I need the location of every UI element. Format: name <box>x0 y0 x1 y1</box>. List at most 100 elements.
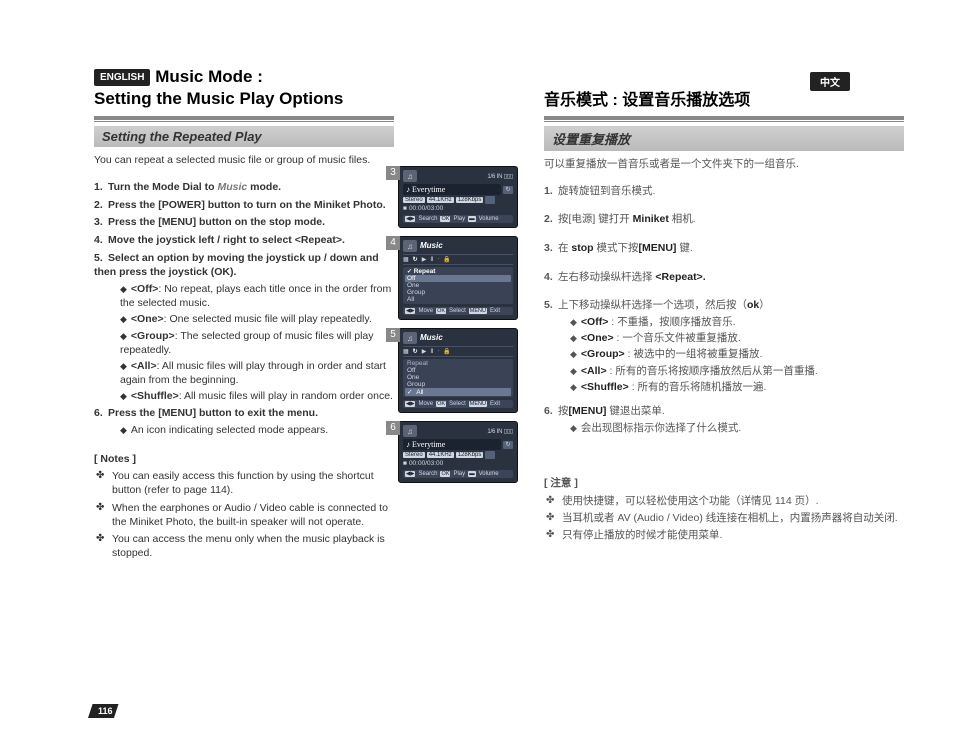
step-text: 键. <box>676 242 692 254</box>
track-name: ♪ Everytime <box>403 439 501 450</box>
step-text: 按[电源] 键打开 <box>558 213 633 225</box>
screenshot-6: 6 ♫1/6 IN ▯▯▯ ♪ Everytime↻ Stereo44.1KHz… <box>398 421 520 483</box>
step-text: 左右移动操纵杆选择 <box>558 271 655 283</box>
step-1: 1.Turn the Mode Dial to Music mode. <box>94 180 394 195</box>
screenshot-5: 5 ♫Music ▦↻▶Ⅱ·🔒 Repeat Off One Group ✓ A… <box>398 328 520 413</box>
step-num: 6. <box>94 406 108 421</box>
notes-cn: 使用快捷键，可以轻松使用这个功能（详情见 114 页）. 当耳机或者 AV (A… <box>544 494 904 543</box>
step-1: 1.旋转旋钮到音乐模式. <box>544 184 904 199</box>
sub-item: <Group>: The selected group of music fil… <box>120 329 394 357</box>
sub-list-6-cn: 会出现图标指示你选择了什么模式. <box>544 421 904 435</box>
stereo-badge: Stereo <box>403 452 425 458</box>
menu-tabs: ▦↻▶Ⅱ·🔒 <box>403 346 513 357</box>
col-screenshots: 3 ♫1/6 IN ▯▯▯ ♪ Everytime↻ Stereo44.1KHz… <box>394 66 524 563</box>
step-text: 按 <box>558 405 569 417</box>
step-3: 3.Press the [MENU] button on the stop mo… <box>94 215 394 230</box>
submenu: Repeat Off One Group All <box>403 267 513 304</box>
menu-title: Music <box>420 333 443 342</box>
step-num: 5. <box>544 298 558 313</box>
screenshot-4: 4 ♫Music ▦↻▶Ⅱ·🔒 Repeat Off One Group All… <box>398 236 520 320</box>
kbps-badge: 128Kbps <box>456 197 484 203</box>
submenu-label: Repeat <box>405 268 511 275</box>
music-icon: ♫ <box>403 425 417 437</box>
side-icon <box>485 196 495 204</box>
columns: ENGLISH Music Mode : Setting the Music P… <box>94 66 904 563</box>
screenshot-3: 3 ♫1/6 IN ▯▯▯ ♪ Everytime↻ Stereo44.1KHz… <box>398 166 520 228</box>
sub-item: <One> : 一个音乐文件被重复播放. <box>570 331 904 345</box>
intro-en: You can repeat a selected music file or … <box>94 153 394 168</box>
stereo-badge: Stereo <box>403 197 425 203</box>
submenu-label: Repeat <box>405 360 511 367</box>
step-text: 键退出菜单. <box>606 405 664 417</box>
note-item: 使用快捷键，可以轻松使用这个功能（详情见 114 页）. <box>544 494 904 508</box>
step-6: 6.Press the [MENU] button to exit the me… <box>94 406 394 437</box>
step-num: 3. <box>544 241 558 256</box>
divider <box>544 116 904 122</box>
sub-list-5: <Off>: No repeat, plays each title once … <box>94 282 394 403</box>
sub-item: <Off> : 不重播，按顺序播放音乐. <box>570 315 904 329</box>
side-icon <box>485 451 495 459</box>
step-text: Turn the Mode Dial to <box>108 181 217 193</box>
sub-list-5-cn: <Off> : 不重播，按顺序播放音乐. <One> : 一个音乐文件被重复播放… <box>544 315 904 394</box>
title-en-line1: Music Mode : <box>155 67 263 86</box>
step-text: 旋转旋钮到音乐模式. <box>558 185 655 197</box>
khz-badge: 44.1KHz <box>427 197 454 203</box>
opt-one: One <box>405 374 511 381</box>
sub-item: <Shuffle>: All music files will play in … <box>120 389 394 403</box>
control-bar: ◀▶Move OKSelect MENUExit <box>403 400 513 408</box>
opt-all: All <box>405 296 511 303</box>
sub-item: <All> : 所有的音乐将按顺序播放然后从第一首重播. <box>570 364 904 378</box>
lang-badge-en: ENGLISH <box>94 69 150 86</box>
step-num: 2. <box>544 212 558 227</box>
opt-off: Off <box>405 367 511 374</box>
device-screen: ♫Music ▦↻▶Ⅱ·🔒 Repeat Off One Group ✓ All… <box>398 328 518 413</box>
step-bold: stop <box>571 242 593 254</box>
step-5: 5.上下移动操纵杆选择一个选项，然后按（ok） <Off> : 不重播，按顺序播… <box>544 298 904 394</box>
step-num: 5. <box>94 251 108 266</box>
opt-group: Group <box>405 381 511 388</box>
step-badge: 3 <box>386 166 400 180</box>
sub-item: <All>: All music files will play through… <box>120 359 394 387</box>
track-name: ♪ Everytime <box>403 184 501 195</box>
step-4: 4.Move the joystick left / right to sele… <box>94 233 394 248</box>
control-bar: ◀▶Move OKSelect MENUExit <box>403 307 513 315</box>
step-2: 2.按[电源] 键打开 Miniket 相机. <box>544 212 904 227</box>
khz-badge: 44.1KHz <box>427 452 454 458</box>
submenu: Repeat Off One Group ✓ All <box>403 359 513 397</box>
step-text: Move the joystick left / right to select… <box>108 234 345 246</box>
repeat-icon: ↻ <box>503 441 513 449</box>
notes-en: You can easily access this function by u… <box>94 469 394 560</box>
step-text: Press the [MENU] button to exit the menu… <box>108 407 318 419</box>
step-badge: 5 <box>386 328 400 342</box>
step-bold: <Repeat>. <box>655 271 705 283</box>
status-top: 1/6 IN ▯▯▯ <box>420 428 513 435</box>
step-num: 4. <box>94 233 108 248</box>
sub-item: <One>: One selected music file will play… <box>120 312 394 326</box>
step-num: 1. <box>94 180 108 195</box>
step-num: 6. <box>544 404 558 419</box>
step-text: 上下移动操纵杆选择一个选项，然后按（ <box>558 299 747 311</box>
device-screen: ♫1/6 IN ▯▯▯ ♪ Everytime↻ Stereo44.1KHz12… <box>398 166 518 228</box>
step-text: 相机. <box>669 213 696 225</box>
note-item: 当耳机或者 AV (Audio / Video) 线连接在相机上，内置扬声器将自… <box>544 511 904 525</box>
col-english: ENGLISH Music Mode : Setting the Music P… <box>94 66 394 563</box>
subheading-cn: 设置重复播放 <box>544 126 904 151</box>
sub-item: <Group> : 被选中的一组将被重复播放. <box>570 347 904 361</box>
step-badge: 4 <box>386 236 400 250</box>
steps-en: 1.Turn the Mode Dial to Music mode. 2.Pr… <box>94 180 394 437</box>
notes-header-cn: [ 注意 ] <box>544 475 904 490</box>
col-chinese: 音乐模式 : 设置音乐播放选项 设置重复播放 可以重复播放一首音乐或者是一个文件… <box>524 66 904 563</box>
opt-all: ✓ All <box>405 388 511 396</box>
kbps-badge: 128Kbps <box>456 452 484 458</box>
title-chinese: 音乐模式 : 设置音乐播放选项 <box>544 86 904 110</box>
step-text: 模式下按 <box>594 242 639 254</box>
step-4: 4.左右移动操纵杆选择 <Repeat>. <box>544 270 904 285</box>
step-num: 4. <box>544 270 558 285</box>
step-6: 6.按[MENU] 键退出菜单. 会出现图标指示你选择了什么模式. <box>544 404 904 435</box>
step-badge: 6 <box>386 421 400 435</box>
steps-cn: 1.旋转旋钮到音乐模式. 2.按[电源] 键打开 Miniket 相机. 3.在… <box>544 184 904 435</box>
control-bar: ◀▶Search OKPlay ▬Volume <box>403 470 513 478</box>
step-2: 2.Press the [POWER] button to turn on th… <box>94 198 394 213</box>
step-bold: [MENU] <box>639 242 677 254</box>
sub-list-6: An icon indicating selected mode appears… <box>94 423 394 437</box>
